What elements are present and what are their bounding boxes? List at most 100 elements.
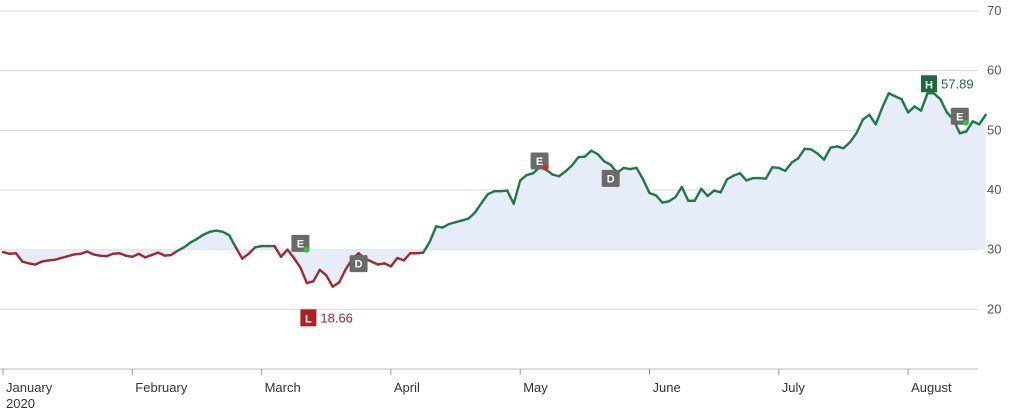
price-segment: [900, 98, 910, 114]
price-segment: [512, 179, 522, 205]
price-segment: [467, 211, 477, 220]
event-dot: [542, 164, 549, 171]
price-segment: [247, 246, 257, 256]
price-segment: [137, 252, 147, 259]
price-segment: [331, 281, 341, 288]
price-segment: [590, 149, 599, 156]
y-tick-label: 70: [987, 3, 1001, 18]
price-segment: [932, 92, 942, 101]
price-segment: [195, 233, 205, 241]
price-segment: [861, 113, 871, 121]
low-value: 18.66: [320, 310, 353, 325]
y-axis-tick-labels: 20 30 40 50 60 70: [987, 3, 1001, 316]
price-segment: [570, 155, 580, 167]
month-label: April: [394, 380, 420, 395]
y-tick-label: 30: [987, 242, 1001, 257]
price-segment: [939, 98, 949, 114]
price-segment: [881, 92, 890, 109]
price-segment: [725, 174, 735, 181]
price-segment: [189, 237, 199, 244]
event-badge: [349, 255, 368, 273]
event-badge-label: D: [355, 259, 363, 271]
price-segment: [480, 192, 490, 205]
price-segment: [700, 187, 709, 198]
price-segment: [674, 185, 684, 199]
price-segment: [693, 187, 703, 202]
price-segment: [822, 146, 832, 161]
price-segment: [874, 106, 884, 126]
price-segment: [635, 166, 645, 181]
price-segment: [337, 268, 347, 284]
y-tick-label: 60: [987, 63, 1001, 78]
area-fill-path: [3, 93, 986, 287]
price-segment: [519, 173, 528, 182]
price-segment: [402, 252, 412, 262]
price-segment: [422, 240, 431, 254]
price-segment: [389, 256, 399, 268]
price-segment: [809, 148, 819, 155]
high-value: 57.89: [941, 76, 974, 91]
price-line: [1, 92, 987, 288]
price-segment: [473, 201, 483, 214]
price-segment: [279, 248, 289, 259]
price-segment: [596, 152, 606, 163]
price-segment: [738, 172, 748, 182]
price-segment: [919, 92, 929, 112]
y-tick-label: 50: [987, 122, 1001, 137]
event-badge-label: D: [607, 173, 615, 185]
price-segment: [855, 118, 865, 135]
price-segment: [868, 113, 877, 126]
price-segment: [544, 168, 554, 176]
year-label: 2020: [6, 396, 35, 411]
price-segment: [169, 249, 179, 257]
event-badge: [601, 169, 620, 187]
month-label: February: [135, 380, 188, 395]
high-low-labels: H 57.89 L 18.66: [300, 75, 974, 327]
price-segment: [603, 160, 612, 167]
month-label: January: [6, 380, 53, 395]
price-segment: [848, 132, 858, 144]
price-segment: [816, 152, 826, 161]
price-segment: [286, 248, 296, 260]
price-segment: [14, 252, 24, 263]
price-segment: [641, 178, 651, 195]
event-badge-label: E: [297, 238, 304, 250]
price-segment: [965, 120, 974, 133]
badge-letter: H: [925, 79, 933, 91]
price-segment: [182, 241, 192, 249]
y-tick-label: 20: [987, 301, 1001, 316]
price-segment: [273, 244, 283, 259]
price-segment: [506, 189, 515, 205]
price-segment: [978, 113, 987, 126]
price-segment: [764, 166, 774, 180]
badge-letter: L: [305, 313, 312, 325]
price-segment: [176, 246, 186, 253]
price-segment: [913, 105, 923, 112]
event-dot: [303, 247, 310, 253]
price-segment: [583, 149, 593, 158]
high-badge: [921, 75, 938, 93]
price-segment: [241, 252, 250, 260]
event-badge-label: E: [956, 111, 963, 123]
price-segment: [292, 256, 302, 269]
price-segment: [906, 105, 916, 114]
event-dot: [963, 119, 969, 126]
price-segment: [234, 246, 244, 260]
price-segment: [680, 185, 690, 202]
price-segment: [325, 274, 334, 288]
month-label: June: [653, 380, 681, 395]
price-segment: [557, 170, 567, 178]
price-segment: [299, 266, 309, 285]
price-segment: [796, 147, 806, 160]
price-segment: [221, 230, 231, 237]
event-markers: E D E D E: [291, 107, 969, 273]
area-fill: [3, 93, 986, 287]
event-badge-label: E: [536, 156, 543, 168]
price-segment: [441, 222, 451, 229]
price-segment: [719, 178, 729, 194]
price-segment: [564, 164, 574, 173]
low-badge: [300, 309, 317, 327]
month-label: August: [911, 380, 952, 395]
